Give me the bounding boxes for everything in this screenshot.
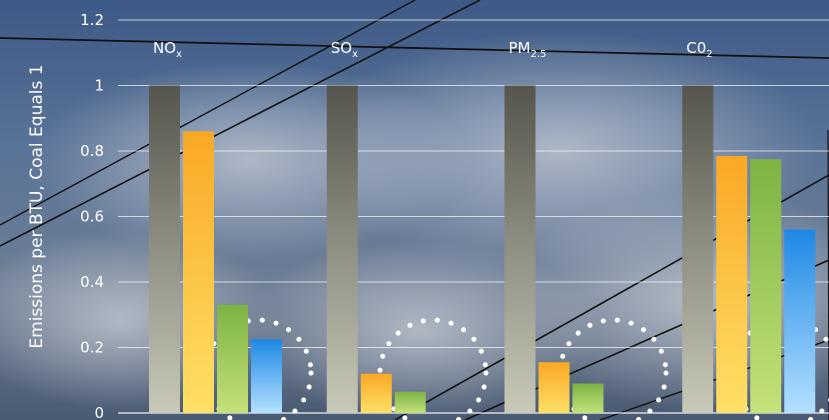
bar [183,131,214,413]
y-axis-label: Emissions per BTU, Coal Equals 1 [27,64,47,348]
category-label: SOx [331,39,358,60]
category-label: C02 [686,39,712,60]
y-tick-label: 0.2 [80,339,104,357]
category-label: NOx [153,39,182,60]
cloud [30,60,470,260]
bar [217,304,248,413]
y-tick-label: 1.2 [80,11,104,29]
bar [504,85,536,413]
bar [716,155,748,413]
y-tick-label: 0.8 [80,142,104,160]
dotted-ring [202,317,314,420]
bar [538,362,570,413]
y-tick-label: 0.4 [80,273,104,291]
bar [360,373,392,413]
bar [149,85,180,413]
bar [326,85,358,413]
power-line [0,0,416,226]
bar [572,383,604,413]
power-line [0,37,829,59]
bar [784,229,816,413]
dotted-ring [557,317,669,420]
dotted-rings [202,317,829,420]
bar [251,339,282,413]
dotted-ring [377,317,489,420]
y-tick-label: 0 [94,404,104,420]
category-label: PM2.5 [509,39,547,60]
bar [750,159,782,413]
y-tick-label: 1 [94,77,104,95]
power-line [0,0,481,247]
bar [682,85,714,413]
bar [394,391,426,413]
y-tick-label: 0.6 [80,208,104,226]
